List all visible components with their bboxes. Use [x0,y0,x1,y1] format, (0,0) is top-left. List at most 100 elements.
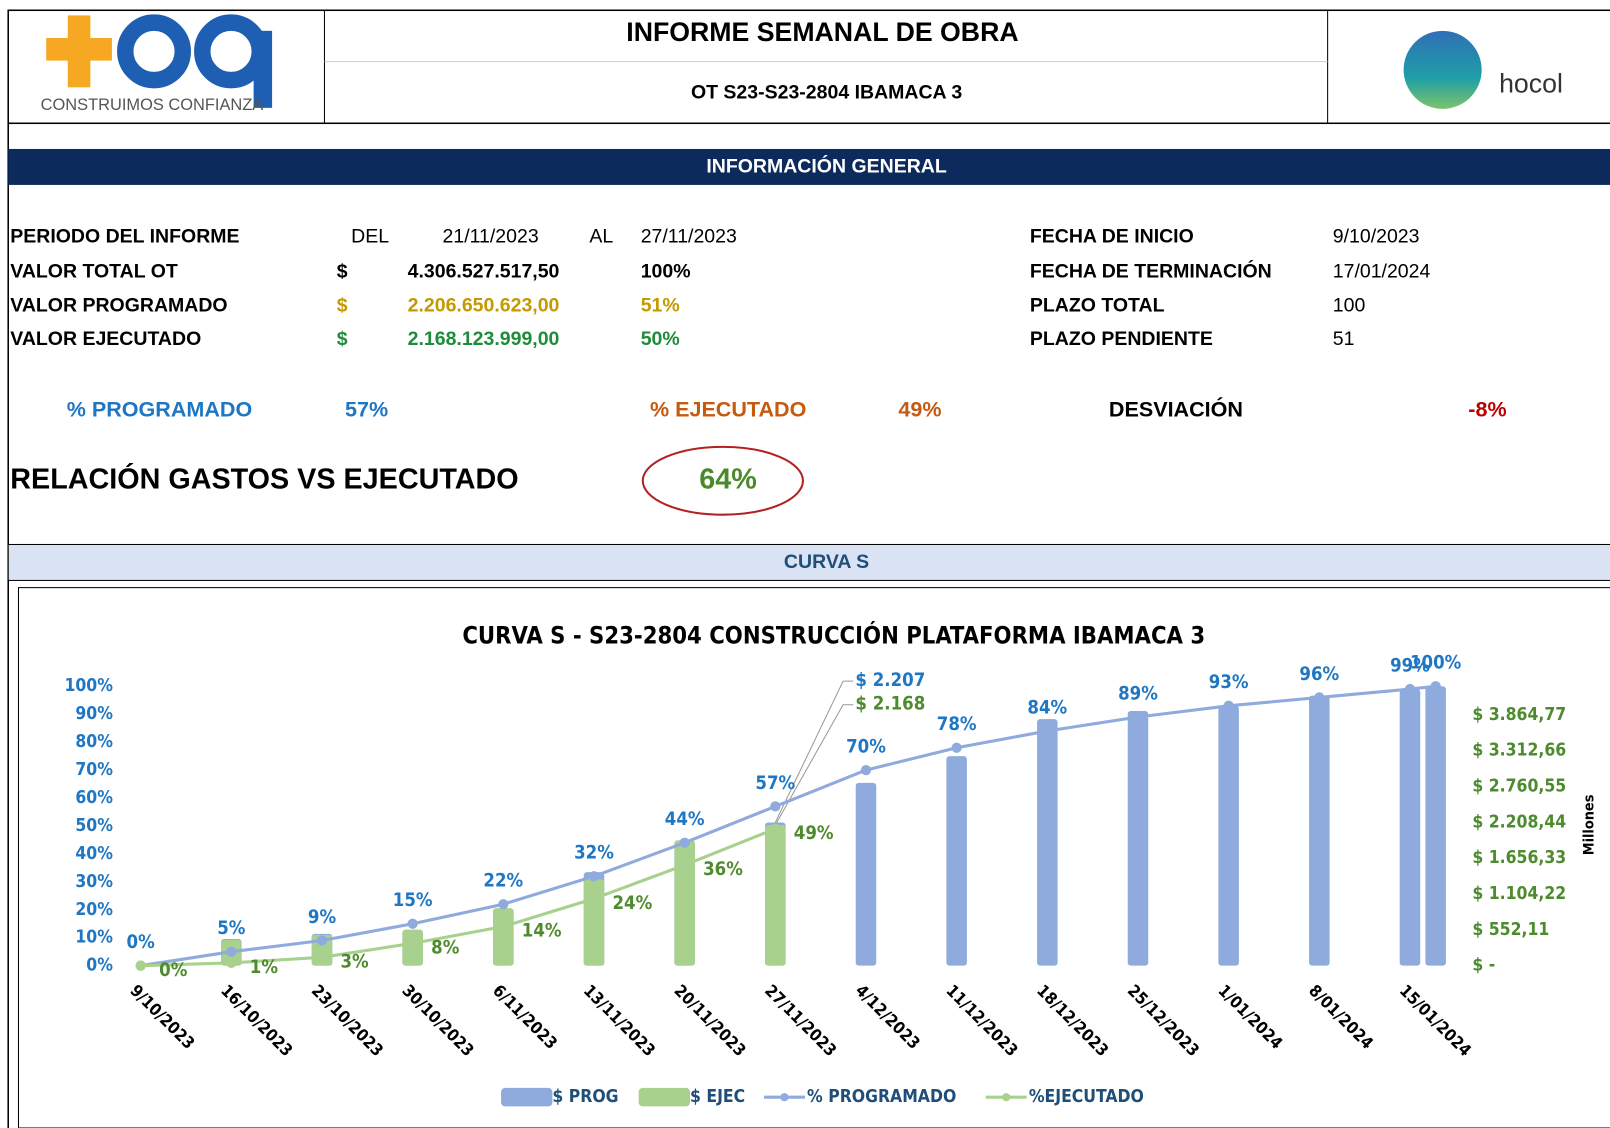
indicators: % PROGRAMADO 57% % EJECUTADO 49% DESVIAC… [67,397,1507,422]
legend-label: $ EJEC [690,1087,745,1107]
section-title: INFORMACIÓN GENERAL [706,154,947,178]
point [1430,681,1441,692]
y2-tick-label: $ 3.864,77 [1472,705,1566,725]
section-band [7,543,1610,581]
y2-tick-label: $ 2.760,55 [1472,777,1566,797]
bar [855,782,877,966]
row-value: 9/10/2023 [1333,225,1420,247]
indicator-label: % PROGRAMADO [67,397,253,422]
point [407,918,418,929]
data-label: 0% [127,932,156,953]
point [679,859,690,871]
data-label: 78% [937,714,977,735]
line [140,684,1436,968]
legend-label: %EJECUTADO [1029,1087,1144,1107]
point [1042,725,1053,737]
point [226,946,237,957]
point [407,938,418,949]
data-label: 32% [574,843,614,864]
row-label: PERIODO DEL INFORME [10,225,239,247]
y2-tick-label: $ 1.104,22 [1472,884,1566,904]
point [860,764,872,776]
data-label: 100% [1410,653,1462,674]
bar [946,756,967,966]
logo-q [194,14,268,89]
legend-swatch [638,1087,690,1107]
data-label: 24% [612,893,652,914]
data-label: $ 2.207 [855,670,925,691]
y-tick-label: 50% [75,816,113,836]
y-tick-label: 20% [75,900,113,920]
point [588,893,600,904]
logo-e [117,14,191,89]
ratio-circle [641,445,804,516]
point [316,935,328,946]
data-label: 44% [665,809,705,830]
y-tick-label: 90% [75,704,113,724]
legend-label: % PROGRAMADO [807,1087,956,1107]
row-label: PLAZO TOTAL [1030,294,1165,316]
period-word: DEL [351,225,389,247]
y-tick-label: 60% [75,788,113,808]
indicator-label: DESVIACIÓN [1109,397,1243,422]
data-label: 9% [308,907,337,928]
data-label: 8% [431,937,460,958]
bar [1218,705,1239,966]
y2-tick-label: $ 552,11 [1472,920,1549,940]
row-label: VALOR TOTAL OT [10,260,178,282]
data-label: 22% [483,871,523,892]
currency: $ [337,260,348,282]
data-label: $ 2.168 [855,694,925,715]
leader-line [774,704,854,826]
section-title: CURVA S [784,551,869,573]
section-band [8,148,1610,185]
currency: $ [337,328,348,350]
period-from: 21/11/2023 [443,225,539,247]
row-label: VALOR EJECUTADO [10,328,201,350]
point [951,742,962,753]
data-label: 0% [159,960,188,981]
bar [674,840,695,966]
data-label: 1% [250,957,279,978]
bar [765,825,786,966]
row-label: PLAZO PENDIENTE [1030,328,1213,350]
y-tick-label: 40% [75,844,113,864]
row-label: FECHA DE TERMINACIÓN [1030,258,1272,282]
data-label: 99% [1390,655,1430,676]
logo-text: CONSTRUIMOS CONFIANZA [41,96,264,114]
logo-q [253,30,273,108]
y2-tick-label: $ 2.208,44 [1472,812,1566,832]
y-tick-label: 0% [86,956,113,976]
row-label: FECHA DE INICIO [1030,225,1194,247]
legend-label: $ PROG [552,1087,618,1107]
point [679,837,690,848]
period-word: AL [589,225,613,247]
header-box [7,9,1610,125]
y-tick-label: 70% [75,760,113,780]
percent: 100% [641,260,691,282]
y-tick-label: 10% [75,928,113,948]
y2-tick-label: $ 1.656,33 [1472,848,1566,868]
legend-swatch [780,1093,789,1102]
report-title: INFORME SEMANAL DE OBRA [626,17,1018,47]
y-tick-label: 30% [75,872,113,892]
data-label: 15% [393,890,433,911]
point [770,823,781,834]
point [135,960,146,971]
data-label: 14% [522,921,562,942]
bar [1037,719,1058,966]
point [316,952,328,963]
point [498,899,509,910]
data-label: 96% [1299,664,1339,685]
amount: 2.206.650.623,00 [408,294,560,316]
point [588,871,600,882]
bar [493,908,514,966]
y2-tick-label: $ 3.312,66 [1472,741,1566,761]
row-value: 17/01/2024 [1333,260,1431,282]
data-label: 5% [217,918,246,939]
ratio-label: RELACIÓN GASTOS VS EJECUTADO [10,461,518,495]
indicator-value: -8% [1468,397,1506,422]
client-logo-mark [1403,30,1482,109]
